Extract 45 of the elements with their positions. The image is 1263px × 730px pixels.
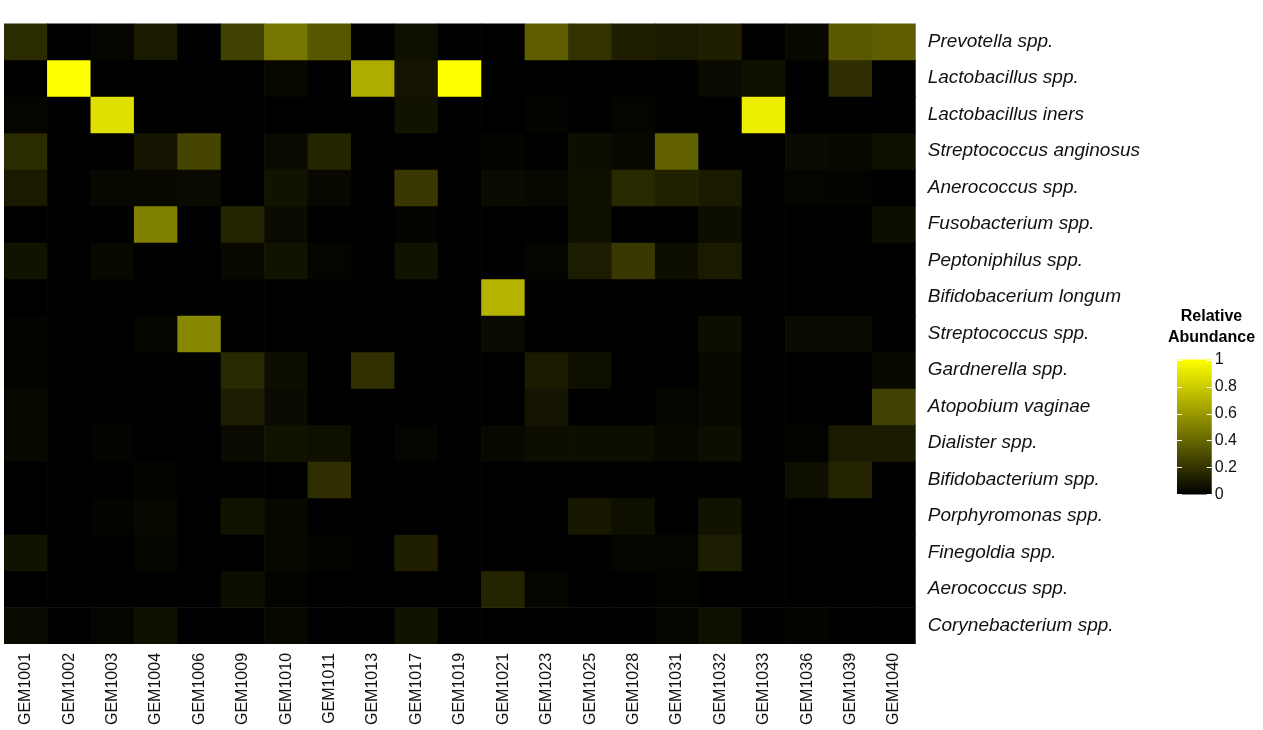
x-tick-label: GEM1006	[189, 652, 207, 726]
x-tick-label: GEM1021	[493, 652, 511, 726]
y-tick-label: Streptococcus anginosus	[927, 139, 1141, 161]
x-tick-label: GEM1017	[406, 652, 424, 726]
x-tick-label: GEM1023	[537, 652, 555, 726]
x-tick-label: GEM1010	[276, 652, 294, 726]
color-bar-label: 0.6	[1214, 403, 1238, 421]
color-bar-label: 0.2	[1214, 457, 1238, 475]
y-tick-label: Dialister spp.	[927, 431, 1038, 453]
y-tick-label: Bifidobacerium longum	[927, 285, 1121, 307]
x-tick-label: GEM1032	[710, 652, 728, 726]
x-tick-label: GEM1040	[884, 652, 902, 726]
y-tick-label: Streptococcus spp.	[927, 321, 1090, 343]
y-tick-label: Bifidobacterium spp.	[927, 467, 1100, 489]
x-tick-label: GEM1036	[797, 652, 815, 726]
y-tick-label: Aerococcus spp.	[926, 577, 1069, 599]
x-tick-label: GEM1033	[754, 652, 772, 726]
y-tick-label: Corynebacterium spp.	[927, 613, 1114, 635]
x-tick-label: GEM1019	[450, 652, 468, 726]
y-tick-label: Atopobium vaginae	[926, 394, 1091, 416]
x-tick-label: GEM1001	[16, 652, 34, 726]
x-tick-label: GEM1002	[59, 652, 77, 726]
y-tick-label: Porphyromonas spp.	[927, 504, 1104, 526]
y-tick-label: Fusobacterium spp.	[927, 212, 1095, 234]
color-bar-label: 0.8	[1214, 376, 1238, 394]
x-tick-label: GEM1003	[102, 652, 120, 726]
color-bar-label: 1	[1214, 350, 1224, 368]
color-bar-label: 0	[1214, 484, 1224, 502]
x-tick-label: GEM1013	[363, 652, 381, 726]
y-tick-label: Anerococcus spp.	[926, 175, 1079, 197]
y-tick-label: Lactobacillus spp.	[927, 66, 1079, 88]
x-tick-label: GEM1011	[320, 652, 338, 724]
x-tick-label: GEM1025	[580, 652, 598, 726]
y-tick-label: Peptoniphilus spp.	[927, 248, 1083, 270]
x-tick-label: GEM1031	[667, 652, 685, 726]
y-tick-label: Gardnerella spp.	[927, 358, 1069, 380]
color-bar-label: 0.4	[1214, 430, 1238, 448]
x-tick-label: GEM1039	[840, 652, 858, 726]
x-tick-label: GEM1028	[623, 652, 641, 726]
y-tick-label: Finegoldia spp.	[927, 540, 1057, 562]
y-tick-label: Lactobacillus iners	[927, 102, 1085, 124]
x-tick-label: GEM1004	[146, 652, 164, 726]
y-tick-label: Prevotella spp.	[927, 29, 1054, 51]
x-tick-label: GEM1009	[233, 652, 251, 726]
color-bar-title: Relative Abundance	[1166, 306, 1257, 347]
